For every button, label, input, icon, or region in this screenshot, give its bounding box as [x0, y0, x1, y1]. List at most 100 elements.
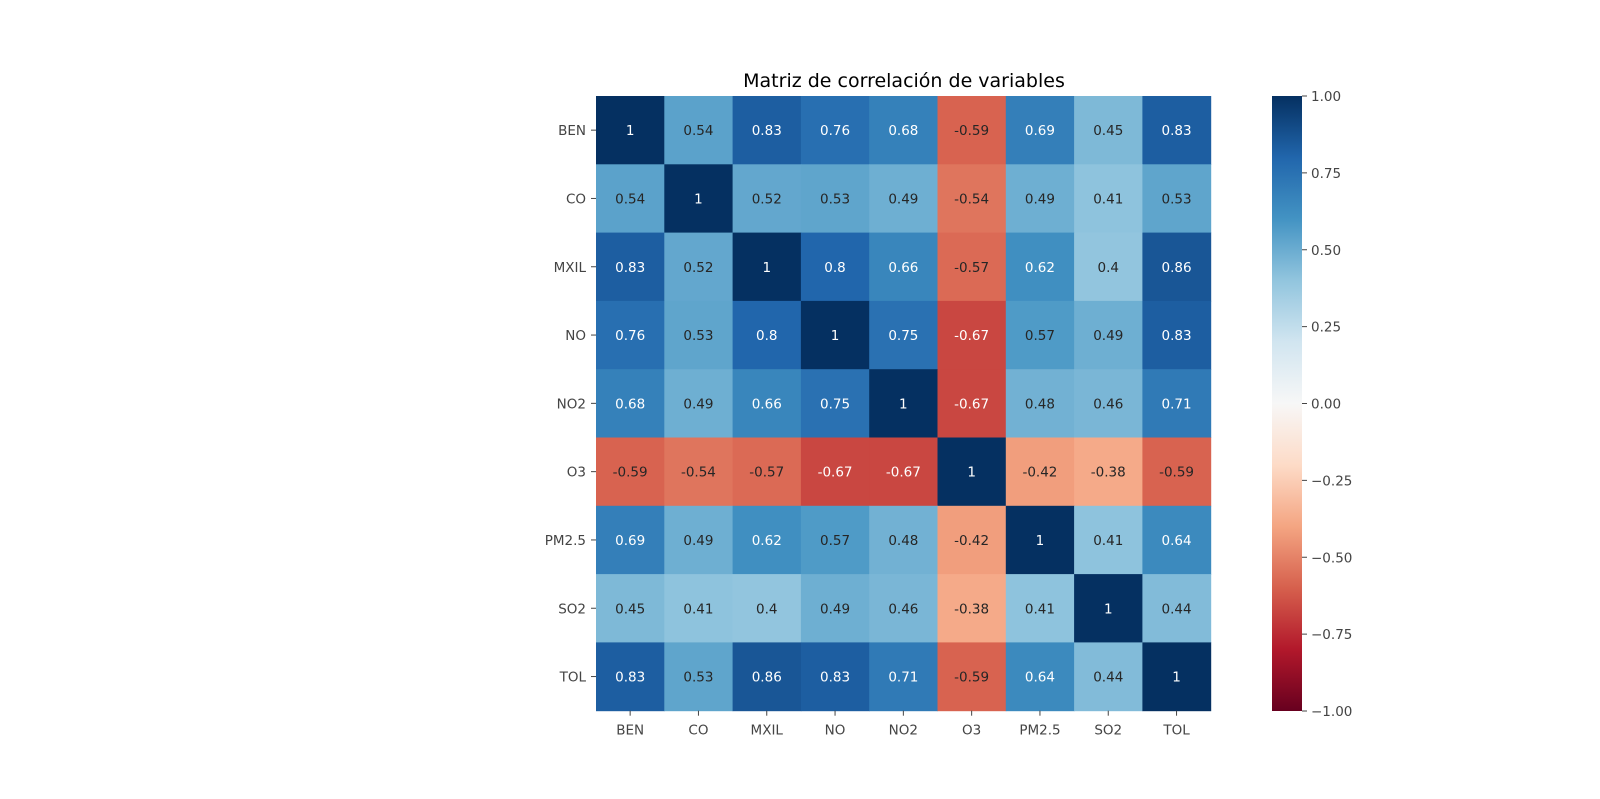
- cell-annotation: 0.54: [615, 191, 645, 207]
- x-tick-label: MXIL: [751, 723, 784, 739]
- cell-no2-o3: [937, 369, 1007, 438]
- cell-annotation: 0.8: [824, 260, 845, 276]
- cell-annotation: 1: [694, 191, 703, 207]
- cell-annotation: 1: [626, 123, 635, 139]
- cell-annotation: 1: [1036, 533, 1045, 549]
- cell-annotation: 0.86: [1162, 260, 1192, 276]
- cell-ben-so2: [1074, 96, 1143, 165]
- cell-annotation: -0.67: [818, 465, 853, 481]
- cell-annotation: -0.42: [954, 533, 989, 549]
- y-tick-label: CO: [566, 191, 586, 207]
- cell-pm2-5-no: [800, 505, 870, 575]
- colorbar-tick-label: −1.00: [1311, 704, 1352, 720]
- cell-annotation: 0.41: [1093, 191, 1123, 207]
- colorbar-tick-label: −0.25: [1311, 473, 1352, 489]
- cell-so2-no: [800, 574, 870, 643]
- cell-pm2-5-so2: [1074, 505, 1143, 575]
- cell-annotation: 1: [967, 465, 976, 481]
- cell-annotation: 0.86: [752, 670, 782, 686]
- cell-annotation: 0.53: [683, 670, 713, 686]
- cell-annotation: 0.83: [820, 670, 850, 686]
- cell-annotation: 0.41: [1093, 533, 1123, 549]
- cell-annotation: 0.62: [752, 533, 782, 549]
- cell-so2-co: [664, 574, 734, 643]
- cell-annotation: 0.46: [888, 601, 918, 617]
- cell-annotation: -0.67: [954, 328, 989, 344]
- cell-o3-so2: [1074, 437, 1143, 507]
- cell-mxil-pm2-5: [1005, 232, 1075, 302]
- cell-co-no2: [869, 164, 938, 234]
- cell-annotation: 0.46: [1093, 396, 1123, 412]
- cell-ben-pm2-5: [1005, 96, 1075, 165]
- cell-no2-tol: [1142, 369, 1212, 438]
- cell-no2-no: [800, 369, 870, 438]
- cell-annotation: 0.64: [1025, 670, 1055, 686]
- cell-no-so2: [1074, 300, 1143, 370]
- y-tick-label: NO2: [557, 396, 586, 412]
- cell-so2-tol: [1142, 574, 1212, 643]
- cell-co-so2: [1074, 164, 1143, 234]
- cell-annotation: 0.48: [1025, 396, 1055, 412]
- cell-no2-pm2-5: [1005, 369, 1075, 438]
- cell-ben-mxil: [732, 96, 802, 165]
- cell-annotation: -0.54: [681, 465, 716, 481]
- colorbar-tick-label: 0.25: [1311, 320, 1341, 336]
- cell-annotation: -0.38: [954, 601, 989, 617]
- cell-annotation: -0.67: [886, 465, 921, 481]
- cell-annotation: 0.83: [752, 123, 782, 139]
- colorbar-tick-label: 1.00: [1311, 89, 1341, 105]
- cell-no-ben: [596, 300, 665, 370]
- cell-co-pm2-5: [1005, 164, 1075, 234]
- cell-annotation: 0.54: [683, 123, 713, 139]
- cell-annotation: 0.83: [615, 260, 645, 276]
- cell-annotation: 0.83: [615, 670, 645, 686]
- x-tick-label: TOL: [1162, 723, 1190, 739]
- cell-annotation: 0.49: [1093, 328, 1123, 344]
- colorbar-tick-label: 0.00: [1311, 397, 1341, 413]
- cell-no-co: [664, 300, 734, 370]
- cell-annotation: 0.57: [1025, 328, 1055, 344]
- cell-co-no: [800, 164, 870, 234]
- cell-tol-ben: [596, 642, 665, 712]
- cell-annotation: -0.67: [954, 396, 989, 412]
- cell-annotation: 0.53: [1162, 191, 1192, 207]
- cell-pm2-5-tol: [1142, 505, 1212, 575]
- y-tick-label: O3: [567, 465, 586, 481]
- cell-no2-no2: [869, 369, 938, 438]
- cell-annotation: 1: [831, 328, 840, 344]
- cell-annotation: -0.59: [1159, 465, 1194, 481]
- cell-annotation: -0.59: [954, 670, 989, 686]
- cell-no-no2: [869, 300, 938, 370]
- cell-mxil-ben: [596, 232, 665, 302]
- cell-annotation: 0.49: [1025, 191, 1055, 207]
- x-tick-label: NO2: [889, 723, 918, 739]
- cell-annotation: 0.62: [1025, 260, 1055, 276]
- cell-annotation: 0.44: [1162, 601, 1192, 617]
- cell-no-tol: [1142, 300, 1212, 370]
- cell-ben-o3: [937, 96, 1007, 165]
- cell-annotation: -0.54: [954, 191, 989, 207]
- x-tick-label: NO: [825, 723, 846, 739]
- cell-no-mxil: [732, 300, 802, 370]
- cell-annotation: 0.45: [615, 601, 645, 617]
- cell-no2-mxil: [732, 369, 802, 438]
- colorbar-tick-label: 0.50: [1311, 243, 1341, 259]
- cell-co-tol: [1142, 164, 1212, 234]
- cell-no2-so2: [1074, 369, 1143, 438]
- cell-pm2-5-no2: [869, 505, 938, 575]
- cell-annotation: 0.69: [1025, 123, 1055, 139]
- cell-o3-tol: [1142, 437, 1212, 507]
- cell-annotation: -0.59: [954, 123, 989, 139]
- cell-o3-pm2-5: [1005, 437, 1075, 507]
- cell-ben-tol: [1142, 96, 1212, 165]
- cell-annotation: 0.83: [1162, 328, 1192, 344]
- cell-annotation: 0.49: [683, 533, 713, 549]
- cell-annotation: 0.44: [1093, 670, 1123, 686]
- cell-annotation: 0.68: [888, 123, 918, 139]
- cell-annotation: 0.53: [820, 191, 850, 207]
- colorbar-tick-label: −0.75: [1311, 627, 1352, 643]
- cell-annotation: 0.75: [888, 328, 918, 344]
- cell-annotation: -0.38: [1091, 465, 1126, 481]
- cell-tol-so2: [1074, 642, 1143, 712]
